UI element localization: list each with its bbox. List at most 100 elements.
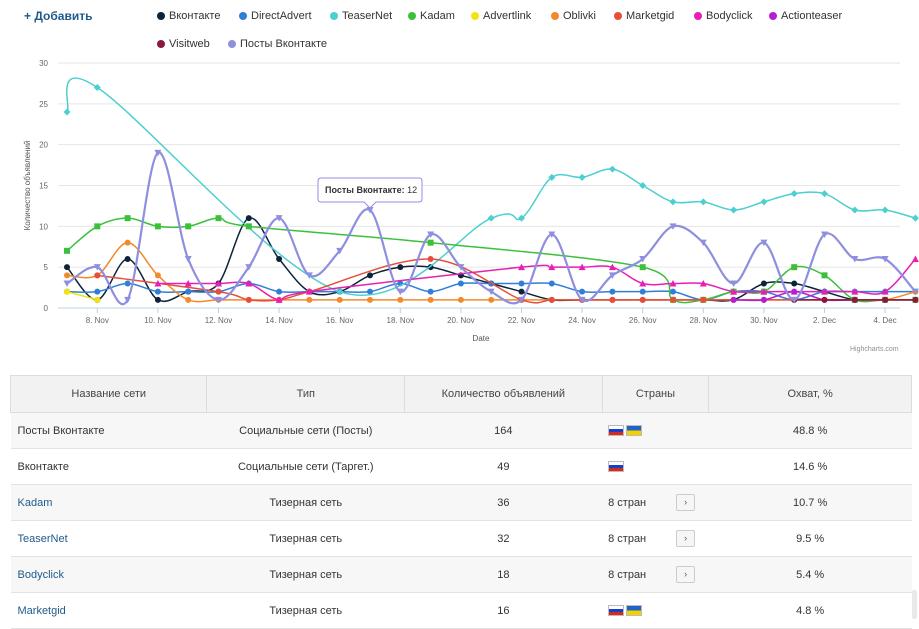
scrollbar[interactable] bbox=[912, 590, 917, 619]
network-link[interactable]: TeaserNet bbox=[17, 532, 68, 545]
data-point bbox=[821, 288, 828, 295]
legend-item[interactable]: Advertlink bbox=[471, 9, 531, 23]
column-header[interactable]: Название сети bbox=[9, 375, 208, 413]
tooltip-text: Посты Вконтакте: 12 bbox=[325, 185, 417, 195]
chart-legend: + Добавить Вконтакте DirectAdvert TeaserNe… bbox=[0, 0, 919, 60]
table-row: Bodyclick Тизерная сеть 18 8 стран › 5.4 % bbox=[10, 556, 912, 593]
data-point bbox=[669, 280, 677, 287]
countries-count: 8 стран bbox=[608, 568, 647, 581]
data-point bbox=[911, 288, 919, 296]
ukraine-flag-icon bbox=[626, 425, 643, 437]
data-point bbox=[912, 296, 919, 303]
russia-flag-icon bbox=[608, 461, 625, 473]
legend-item[interactable]: Marketgid bbox=[614, 9, 674, 23]
column-header[interactable]: Количество объявлений bbox=[404, 375, 603, 413]
ad-count: 18 bbox=[404, 556, 603, 593]
legend-item[interactable]: Посты Вконтакте bbox=[228, 37, 327, 51]
legend-item[interactable]: Kadam bbox=[408, 9, 455, 23]
legend-label: Kadam bbox=[420, 10, 455, 22]
legend-item[interactable]: Visitweb bbox=[157, 37, 210, 51]
countries-cell bbox=[602, 412, 709, 449]
data-point bbox=[488, 296, 495, 303]
table-row: Посты Вконтакте Социальные сети (Посты) 16… bbox=[10, 412, 912, 449]
x-tick-label: 16. Nov bbox=[326, 316, 354, 325]
data-point bbox=[881, 206, 889, 214]
data-point bbox=[397, 296, 404, 303]
x-tick-label: 14. Nov bbox=[265, 316, 293, 325]
x-tick-label: 30. Nov bbox=[750, 316, 778, 325]
legend-item[interactable]: TeaserNet bbox=[330, 9, 392, 23]
data-point bbox=[791, 264, 798, 271]
data-point bbox=[790, 190, 798, 198]
data-point bbox=[730, 296, 737, 303]
countries-cell bbox=[602, 448, 709, 485]
data-point bbox=[154, 272, 161, 279]
data-point bbox=[124, 256, 131, 262]
data-point bbox=[94, 296, 101, 303]
data-point bbox=[548, 173, 556, 181]
data-point bbox=[457, 296, 464, 303]
countries-count: 8 стран bbox=[608, 532, 647, 545]
data-point bbox=[215, 280, 222, 287]
data-point bbox=[124, 215, 131, 222]
x-tick-label: 20. Nov bbox=[447, 316, 475, 325]
data-point bbox=[185, 288, 192, 295]
data-point bbox=[821, 231, 828, 238]
data-point bbox=[791, 288, 798, 295]
data-point bbox=[760, 280, 767, 287]
legend-item[interactable]: Actionteaser bbox=[769, 9, 842, 23]
expand-countries-button[interactable]: › bbox=[676, 530, 696, 547]
coverage-value: 4.8 % bbox=[708, 592, 912, 629]
ad-count: 164 bbox=[404, 412, 603, 449]
legend-item[interactable]: Вконтакте bbox=[157, 9, 220, 23]
data-point bbox=[63, 108, 71, 116]
data-point bbox=[396, 288, 404, 296]
data-point bbox=[639, 182, 647, 189]
coverage-value: 14.6 % bbox=[708, 448, 912, 485]
legend-marker-icon bbox=[694, 12, 702, 20]
data-point bbox=[367, 288, 373, 295]
data-point bbox=[881, 256, 889, 263]
network-link[interactable]: Marketgid bbox=[17, 604, 66, 617]
add-button[interactable]: + Добавить bbox=[24, 9, 93, 23]
legend-item[interactable]: DirectAdvert bbox=[239, 9, 312, 23]
data-point bbox=[821, 190, 828, 198]
data-point bbox=[760, 198, 768, 206]
legend-label: Actionteaser bbox=[781, 10, 843, 22]
data-point bbox=[609, 296, 616, 303]
ukraine-flag-icon bbox=[626, 605, 643, 617]
network-link[interactable]: Bodyclick bbox=[17, 568, 64, 581]
legend-label: DirectAdvert bbox=[251, 10, 312, 22]
data-point bbox=[639, 288, 646, 295]
network-name-cell: Marketgid bbox=[10, 592, 207, 629]
x-tick-label: 8. Nov bbox=[86, 316, 109, 325]
highcharts-credit[interactable]: Highcharts.com bbox=[850, 346, 899, 353]
legend-item[interactable]: Oblivki bbox=[551, 9, 596, 23]
data-point bbox=[608, 165, 616, 173]
column-header[interactable]: Тип bbox=[206, 375, 406, 413]
coverage-value: 5.4 % bbox=[708, 556, 912, 593]
russia-flag-icon bbox=[608, 605, 625, 617]
network-name-cell: Посты Вконтакте bbox=[10, 412, 207, 449]
data-point bbox=[487, 288, 495, 296]
data-point bbox=[669, 223, 677, 230]
network-link[interactable]: Kadam bbox=[17, 496, 53, 509]
ad-count: 49 bbox=[404, 448, 603, 485]
column-header[interactable]: Страны bbox=[601, 375, 710, 413]
expand-countries-button[interactable]: › bbox=[676, 494, 696, 511]
data-point bbox=[730, 206, 738, 214]
data-point bbox=[427, 239, 434, 246]
data-point bbox=[609, 288, 616, 295]
data-point bbox=[548, 296, 555, 303]
data-point bbox=[124, 296, 132, 304]
ad-count: 32 bbox=[404, 520, 603, 557]
column-header[interactable]: Охват, % bbox=[708, 375, 912, 413]
data-point bbox=[548, 280, 555, 287]
data-point bbox=[639, 280, 647, 287]
countries-cell: 8 стран › bbox=[602, 484, 709, 521]
network-name-cell: TeaserNet bbox=[10, 520, 207, 557]
expand-countries-button[interactable]: › bbox=[676, 566, 696, 583]
data-point bbox=[669, 198, 677, 206]
legend-item[interactable]: Bodyclick bbox=[694, 9, 752, 23]
legend-marker-icon bbox=[228, 40, 236, 48]
